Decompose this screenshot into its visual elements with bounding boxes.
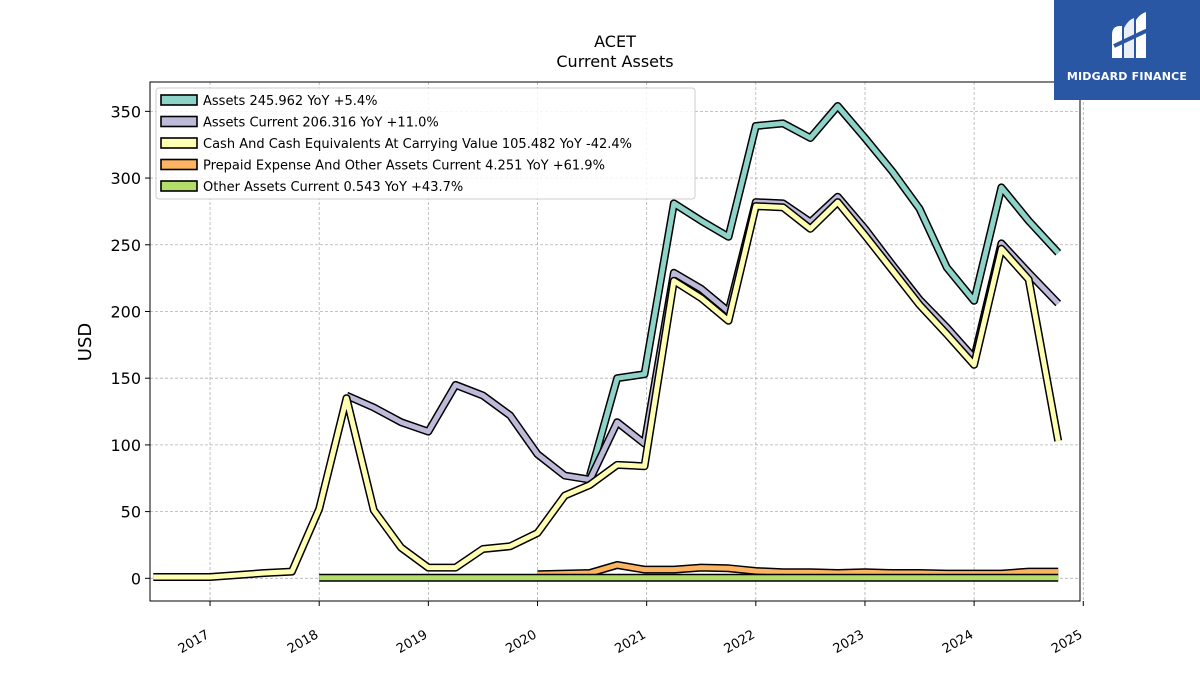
y-tick-label: 50 xyxy=(121,503,141,522)
series-line xyxy=(345,194,1061,483)
y-tick-label: 100 xyxy=(110,436,141,455)
series-line-outline xyxy=(153,198,1063,581)
x-tick-label: 2020 xyxy=(503,627,539,657)
y-tick-label: 300 xyxy=(110,169,141,188)
x-tick-label: 2023 xyxy=(831,627,867,657)
series-line xyxy=(153,199,1061,580)
series-line xyxy=(587,103,1061,477)
series-line xyxy=(537,562,1059,577)
x-tick-label: 2021 xyxy=(612,627,648,657)
series-lines xyxy=(153,102,1063,582)
y-tick-label: 0 xyxy=(131,569,141,588)
x-tick-label: 2018 xyxy=(285,627,321,657)
logo-text: MIDGARD FINANCE xyxy=(1066,70,1188,83)
y-tick-label: 200 xyxy=(110,302,141,321)
x-tick-label: 2024 xyxy=(940,627,976,657)
legend-label: Assets Current 206.316 YoY +11.0% xyxy=(203,116,439,131)
legend-label: Assets 245.962 YoY +5.4% xyxy=(203,94,378,109)
midgard-finance-logo: MIDGARD FINANCE xyxy=(1054,0,1200,100)
legend-swatch xyxy=(160,115,198,128)
plot-area-frame xyxy=(149,81,1081,602)
y-tick-label: 250 xyxy=(110,236,141,255)
legend-swatch xyxy=(160,180,198,192)
legend-label: Cash And Cash Equivalents At Carrying Va… xyxy=(203,137,632,152)
legend-swatch xyxy=(160,137,198,149)
legend-box xyxy=(155,87,696,200)
chart-title: ACET xyxy=(594,32,636,51)
legend-swatch xyxy=(160,158,198,171)
legend: Assets 245.962 YoY +5.4% Assets Current 2… xyxy=(155,87,696,200)
legend-label: Other Assets Current 0.543 YoY +43.7% xyxy=(203,180,463,195)
legend-label: Prepaid Expense And Other Assets Current… xyxy=(203,159,605,174)
chart-subtitle: Current Assets xyxy=(556,52,673,71)
x-tick-label: 2025 xyxy=(1049,627,1085,657)
x-tick-label: 2022 xyxy=(722,627,758,657)
x-tick-label: 2019 xyxy=(394,627,430,657)
logo-mark-icon xyxy=(1112,12,1149,58)
legend-swatch xyxy=(160,94,198,106)
x-tick-label: 2017 xyxy=(176,627,212,657)
y-tick-label: 150 xyxy=(110,369,141,388)
y-axis-label: USD xyxy=(75,323,96,361)
y-tick-label: 350 xyxy=(110,102,141,121)
